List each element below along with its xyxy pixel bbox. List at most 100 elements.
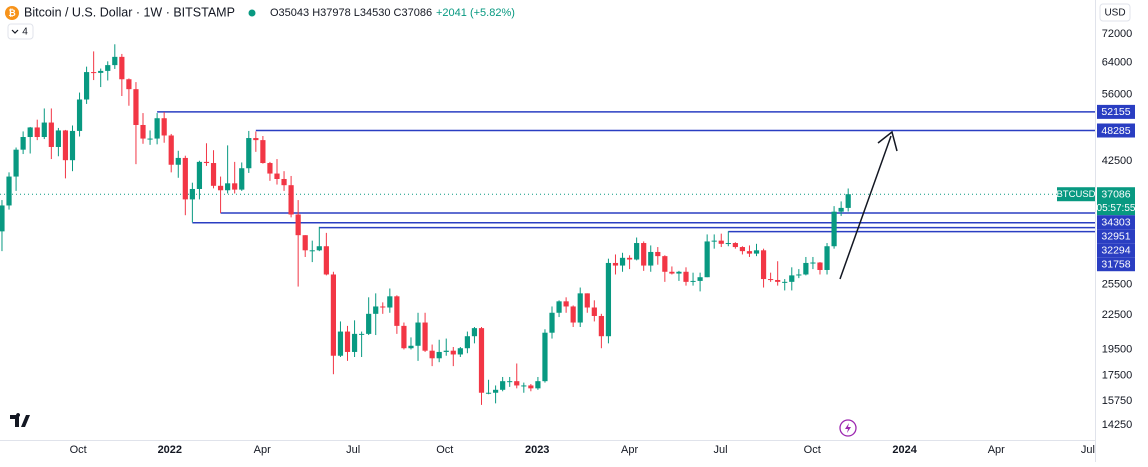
candle-body <box>648 251 654 266</box>
candle-body <box>817 262 823 270</box>
y-tick-label: 64000 <box>1102 56 1133 68</box>
level-tag-label: 32294 <box>1101 245 1130 257</box>
candle-body <box>626 257 633 260</box>
candle-body <box>302 235 308 251</box>
x-tick-label: 2023 <box>525 444 549 456</box>
candle-body <box>6 176 12 206</box>
candle-body <box>803 262 809 275</box>
candle-body <box>105 65 111 71</box>
x-tick-label: Jul <box>346 444 360 456</box>
candle-body <box>782 281 788 283</box>
candle-body <box>359 333 365 335</box>
candle-body <box>577 293 583 323</box>
candle-body <box>217 185 224 191</box>
candle-body <box>309 250 315 252</box>
y-tick-label: 22500 <box>1102 309 1133 321</box>
candle-body <box>13 149 19 177</box>
symbol-icon-glyph: ₿ <box>8 8 15 18</box>
candle-body <box>711 240 717 242</box>
candle-body <box>34 127 40 138</box>
candle-body <box>676 271 682 274</box>
x-tick-label: Oct <box>436 444 453 456</box>
x-tick-label: Apr <box>621 444 638 456</box>
candle-body <box>775 279 781 282</box>
chart-title[interactable]: Bitcoin / U.S. Dollar · 1W · BITSTAMP <box>24 5 235 19</box>
candle-body <box>690 280 696 282</box>
indicators-toggle[interactable] <box>7 23 34 40</box>
candle-body <box>831 211 837 247</box>
candle-body <box>387 296 393 308</box>
candle-body <box>528 385 534 389</box>
x-tick-label: Apr <box>988 444 1005 456</box>
candle-body <box>697 277 703 281</box>
level-tag-label: 52155 <box>1101 106 1130 118</box>
currency-button[interactable] <box>1099 3 1131 22</box>
candle-body <box>500 381 506 390</box>
candle-body <box>41 122 47 138</box>
drawn-arrow[interactable] <box>839 135 892 280</box>
plot-area <box>0 44 1095 405</box>
last-price-tag <box>1097 187 1135 216</box>
candle-body <box>267 163 273 174</box>
arrow-head <box>877 130 898 152</box>
candle-body <box>133 89 139 125</box>
candle-body <box>366 313 372 334</box>
candle-body <box>373 306 379 314</box>
chevron <box>11 29 19 34</box>
candle-body <box>316 246 322 251</box>
level-tag <box>1097 215 1135 230</box>
candle-body <box>140 124 146 139</box>
candle-body <box>232 183 238 190</box>
candle-body <box>753 250 760 254</box>
candle-body <box>739 247 746 252</box>
candle-body <box>662 256 668 272</box>
candle-body <box>168 135 174 165</box>
candle-body <box>457 348 463 355</box>
candle-body <box>471 328 478 337</box>
candle-body <box>746 251 753 254</box>
candle-body <box>274 173 280 179</box>
y-tick-label: 19500 <box>1102 343 1133 355</box>
candle-body <box>436 351 442 359</box>
candle-body <box>655 251 661 257</box>
y-tick-label: 15750 <box>1102 395 1133 407</box>
currency: USD <box>1104 8 1125 19</box>
candle-body <box>415 322 421 346</box>
level-tag <box>1097 123 1135 138</box>
candle-body <box>450 350 456 355</box>
candle-body <box>394 296 400 326</box>
last-price: 37086 <box>1101 189 1130 201</box>
candle-body <box>760 250 767 280</box>
candle-body <box>62 130 69 161</box>
candle-body <box>147 138 153 140</box>
candle-body <box>704 241 710 278</box>
candle-body <box>683 271 689 282</box>
symbol-tag-label: BTCUSD <box>1056 189 1095 200</box>
ohlc-values: O35043 H37978 L34530 C37086 <box>270 7 432 19</box>
y-tick-label: 17500 <box>1102 369 1133 381</box>
candle-body <box>464 336 470 349</box>
candle-body <box>478 328 485 393</box>
candle-body <box>323 246 329 275</box>
y-tick-label: 14250 <box>1102 419 1133 431</box>
market-status[interactable] <box>248 9 256 17</box>
x-tick-label: Oct <box>70 444 87 456</box>
candle-body <box>69 130 76 161</box>
candle-body <box>796 274 802 276</box>
candle-body <box>0 205 5 232</box>
y-tick-label: 25500 <box>1102 279 1133 291</box>
candle-body <box>401 325 407 349</box>
candle-body <box>492 389 499 393</box>
level-tag-label: 31758 <box>1101 259 1130 271</box>
candle-body <box>380 306 386 308</box>
level-tag <box>1097 104 1135 119</box>
candle-body <box>732 243 738 248</box>
candle-body <box>27 127 33 138</box>
x-tick-label: 2022 <box>158 444 182 456</box>
candle-body <box>612 262 619 266</box>
candle-body <box>549 312 555 333</box>
candle-body <box>55 130 61 147</box>
tv-logo[interactable] <box>10 413 30 427</box>
overlay: ₿ Bitcoin / U.S. Dollar · 1W · BITSTAMP … <box>5 3 1131 437</box>
